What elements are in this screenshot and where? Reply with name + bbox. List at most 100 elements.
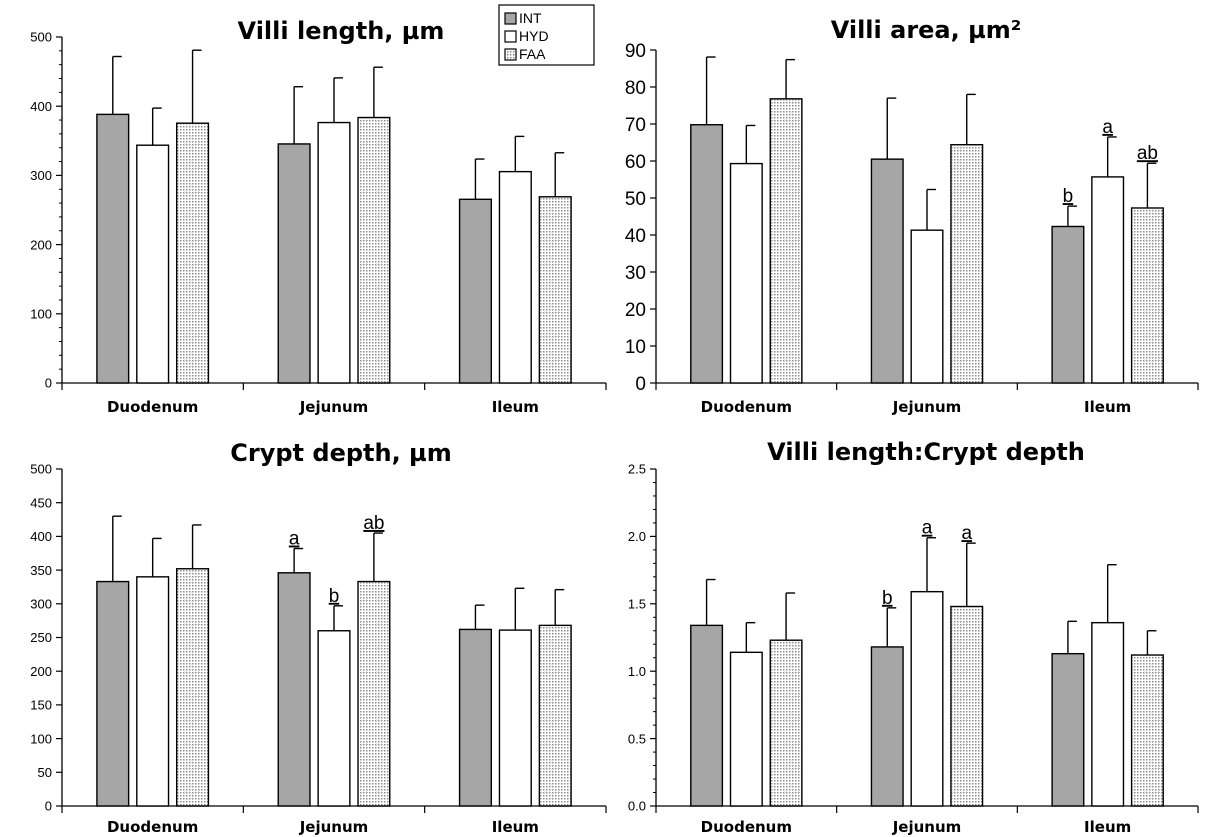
bar-int-jejunum	[870, 158, 904, 384]
y-tick-label: 60	[625, 152, 646, 173]
bar-hyd-jejunum	[910, 229, 944, 384]
bar-faa-ileum	[538, 624, 572, 807]
legend-label-faa: FAA	[519, 46, 546, 62]
bar-hyd-duodenum	[729, 162, 763, 384]
y-tick-label: 40	[625, 226, 646, 247]
significance-label: a	[922, 518, 933, 539]
y-tick-label: 400	[30, 99, 52, 114]
bar-int-ileum	[1051, 225, 1085, 384]
bar-int-jejunum	[870, 646, 904, 807]
y-tick-label: 0	[45, 799, 52, 814]
bar-int-ileum	[458, 628, 493, 807]
bar-faa-duodenum	[769, 98, 803, 384]
chart-title: Villi area, µm²	[831, 16, 1022, 44]
bar-int-jejunum	[277, 572, 311, 807]
y-tick-label: 250	[30, 630, 52, 645]
bar-hyd-jejunum	[317, 121, 351, 384]
y-tick-label: 300	[30, 168, 52, 183]
category-label-duodenum: Duodenum	[107, 398, 198, 416]
y-tick-label: 0	[635, 374, 646, 395]
y-tick-label: 50	[38, 765, 52, 780]
significance-label: b	[1063, 186, 1074, 207]
category-label-duodenum: Duodenum	[701, 398, 792, 416]
bar-faa-jejunum	[950, 144, 984, 384]
bar-hyd-duodenum	[136, 576, 170, 807]
bar-hyd-duodenum	[136, 144, 170, 384]
bar-hyd-ileum	[1091, 621, 1125, 807]
category-label-ileum: Ileum	[1084, 818, 1131, 836]
chart-panel-1: Villi length, µm 0 100 200 300 400 500 Duodenum…	[30, 17, 607, 416]
y-tick-label: 500	[30, 30, 52, 45]
category-label-ileum: Ileum	[1084, 398, 1131, 416]
y-tick-label: 80	[625, 78, 646, 99]
y-tick-label: 1.5	[628, 596, 646, 611]
y-tick-label: 70	[625, 115, 646, 136]
y-tick-label: 150	[30, 698, 52, 713]
y-tick-label: 0.0	[628, 799, 646, 814]
bar-int-ileum	[458, 198, 493, 384]
significance-label: a	[289, 529, 300, 550]
bar-faa-duodenum	[175, 122, 210, 384]
y-tick-label: 0	[45, 376, 52, 391]
chart-panel-3: Crypt depth, µm 0 50 100 150 200 250 300 350 400 4…	[30, 439, 607, 836]
bar-faa-ileum	[1130, 207, 1164, 384]
legend-label-int: INT	[519, 10, 542, 26]
category-label-duodenum: Duodenum	[107, 818, 198, 836]
bar-hyd-ileum	[498, 629, 532, 807]
chart-panel-2: Villi area, µm² 0 10 20 30 40 50 60 70 80 90 Duoden…	[625, 16, 1199, 416]
bar-faa-duodenum	[175, 568, 210, 807]
bar-int-duodenum	[690, 124, 724, 384]
legend: INT HYD FAA	[498, 4, 595, 66]
significance-label: b	[882, 588, 893, 609]
category-label-jejunum: Jejunum	[299, 818, 369, 836]
y-tick-label: 50	[625, 189, 646, 210]
bar-hyd-jejunum	[317, 630, 351, 807]
significance-label: ab	[363, 513, 384, 534]
bar-int-duodenum	[690, 624, 724, 807]
significance-label: a	[961, 523, 972, 544]
bar-int-jejunum	[277, 143, 311, 384]
y-tick-label: 2.0	[628, 529, 646, 544]
category-label-jejunum: Jejunum	[892, 818, 962, 836]
category-label-duodenum: Duodenum	[701, 818, 792, 836]
category-label-ileum: Ileum	[492, 398, 539, 416]
y-tick-label: 200	[30, 664, 52, 679]
bar-int-ileum	[1051, 652, 1085, 807]
bar-hyd-jejunum	[910, 590, 944, 807]
y-tick-label: 1.0	[628, 664, 646, 679]
significance-label: ab	[1137, 143, 1158, 164]
y-tick-label: 300	[30, 596, 52, 611]
y-tick-label: 10	[625, 337, 646, 358]
chart-title: Crypt depth, µm	[230, 439, 451, 467]
bar-faa-ileum	[1130, 654, 1164, 807]
chart-title: Villi length, µm	[238, 17, 445, 45]
significance-label: a	[1102, 117, 1113, 138]
bar-hyd-duodenum	[729, 651, 763, 807]
bar-faa-ileum	[538, 196, 572, 384]
category-label-ileum: Ileum	[492, 818, 539, 836]
bar-hyd-ileum	[498, 170, 532, 384]
category-label-jejunum: Jejunum	[299, 398, 369, 416]
y-tick-label: 20	[625, 300, 646, 321]
bar-int-duodenum	[96, 113, 130, 384]
bar-faa-jejunum	[950, 605, 984, 807]
legend-label-hyd: HYD	[519, 28, 549, 44]
y-tick-label: 0.5	[628, 731, 646, 746]
chart-panel-4: Villi length:Crypt depth 0.0 0.5 1.0 1.5 2.0 2…	[628, 438, 1199, 836]
y-tick-label: 2.5	[628, 462, 646, 477]
bar-faa-jejunum	[357, 116, 391, 384]
y-tick-label: 90	[625, 41, 646, 62]
bar-faa-jejunum	[357, 580, 391, 807]
bar-int-duodenum	[96, 580, 130, 807]
y-tick-label: 500	[30, 462, 52, 477]
bar-faa-duodenum	[769, 639, 803, 807]
category-label-jejunum: Jejunum	[892, 398, 962, 416]
y-tick-label: 350	[30, 563, 52, 578]
y-tick-label: 450	[30, 495, 52, 510]
y-tick-label: 400	[30, 529, 52, 544]
y-tick-label: 200	[30, 237, 52, 252]
chart-title: Villi length:Crypt depth	[767, 438, 1085, 466]
legend-swatch-int	[504, 12, 517, 25]
y-tick-label: 100	[30, 306, 52, 321]
significance-label: b	[329, 586, 340, 607]
